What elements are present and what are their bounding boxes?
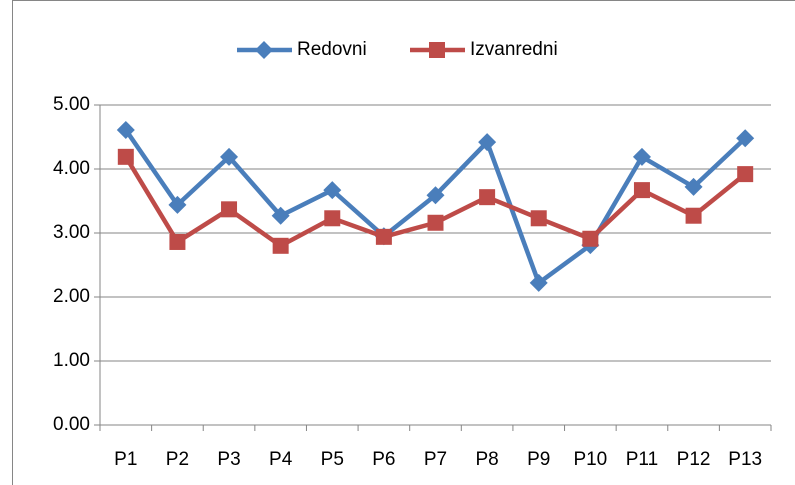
marker [272,237,289,254]
x-tick-label: P9 [527,449,550,470]
marker [737,166,754,183]
x-tick-label: P8 [475,449,498,470]
x-tick-label: P10 [573,449,607,470]
marker [427,214,444,231]
marker [529,273,548,292]
marker [221,201,238,218]
marker [478,133,497,152]
marker [479,189,496,206]
y-tick-label: 5.00 [53,94,90,115]
y-tick-label: 1.00 [53,350,90,371]
marker [323,181,342,200]
marker [530,210,547,227]
x-tick-label: P7 [424,449,447,470]
marker [116,120,135,139]
series-line [123,128,747,286]
marker [685,207,702,224]
y-tick-label: 2.00 [53,286,90,307]
marker [736,129,755,148]
x-tick-label: P11 [626,449,658,470]
y-tick-label: 0.00 [53,414,90,435]
chart-border [12,0,795,485]
marker [117,148,134,165]
marker [255,41,273,59]
x-tick-label: P6 [372,449,395,470]
legend-label: Izvanredni [470,39,558,60]
marker [684,177,703,196]
legend-label: Redovni [297,39,367,60]
x-tick-label: P1 [114,449,137,470]
x-tick-label: P4 [269,449,293,470]
marker [632,147,651,166]
x-tick-label: P5 [321,449,344,470]
x-tick-label: P2 [166,449,189,470]
marker [426,186,445,205]
x-tick-label: P13 [728,449,762,470]
x-tick-label: P12 [677,449,711,470]
marker [375,228,392,245]
marker [168,195,187,214]
y-tick-label: 3.00 [53,222,90,243]
marker [324,210,341,227]
marker [429,42,445,58]
marker [169,233,186,250]
marker [220,147,239,166]
y-tick-label: 4.00 [53,158,90,179]
x-tick-label: P3 [217,449,240,470]
marker [271,206,290,225]
marker [582,230,599,247]
marker [633,182,650,199]
